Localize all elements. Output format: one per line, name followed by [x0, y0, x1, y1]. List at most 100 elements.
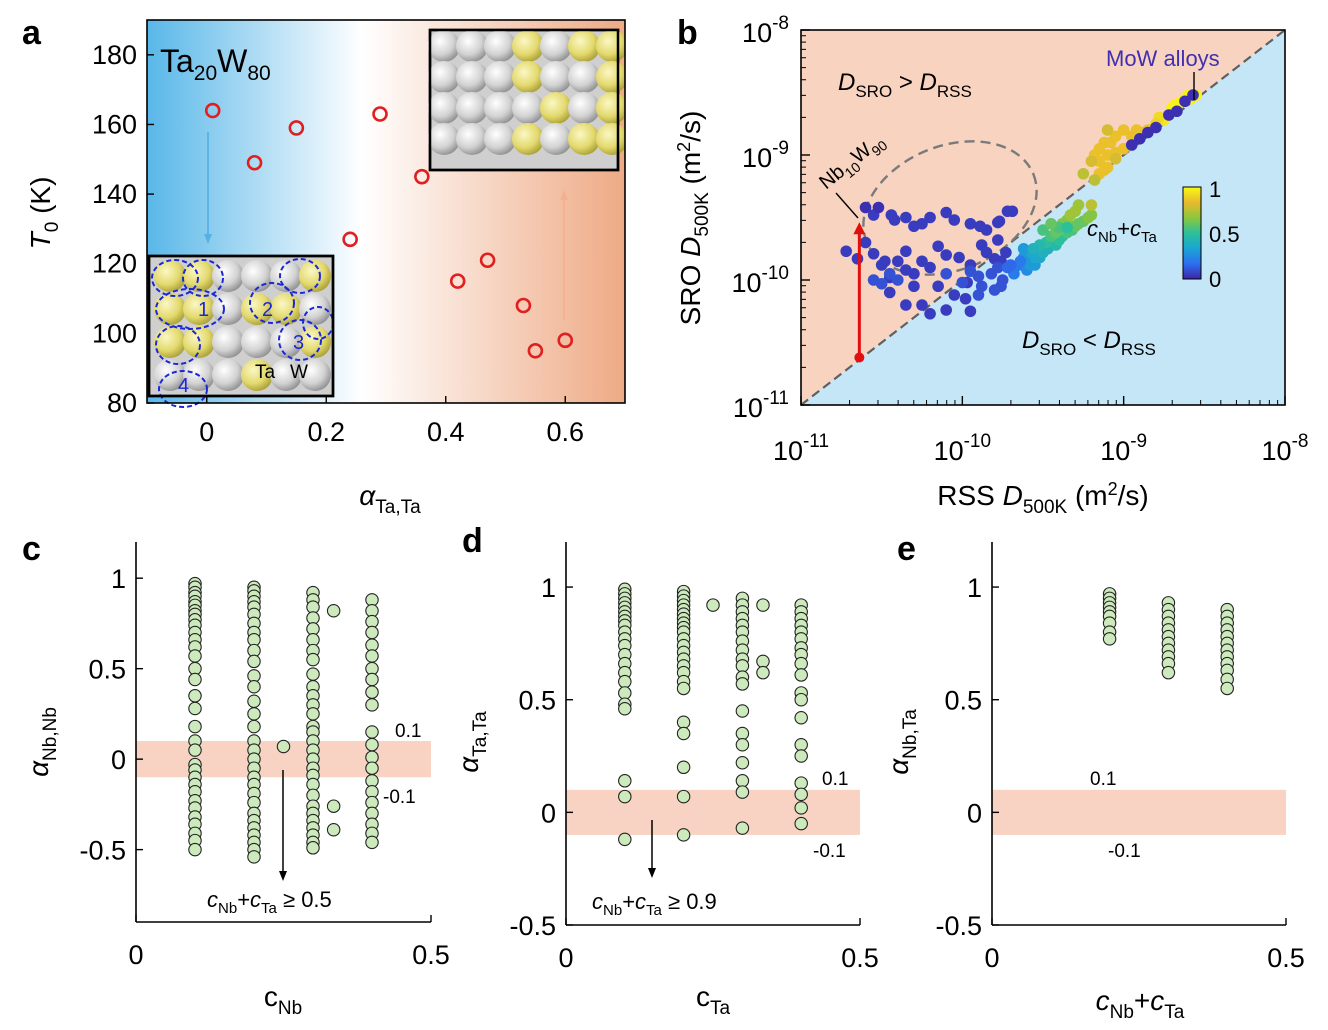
panel-a-ytick-label: 160	[92, 109, 137, 139]
panel-a-point	[479, 252, 496, 269]
panel-a-tick-labels: 0 0.2 0.4 0.6 80 100 120 140 160 180	[92, 40, 584, 447]
panel-b-point	[1045, 217, 1057, 230]
panel-b-point	[908, 280, 920, 293]
inset-atom	[596, 61, 625, 93]
panel-c-point	[306, 707, 320, 721]
panel-b-point	[1101, 161, 1114, 174]
panel-b-point	[1027, 242, 1040, 255]
panel-c-point	[365, 737, 379, 752]
panel-d-point	[794, 656, 808, 671]
panel-b-xtick-label: 10-8	[1262, 431, 1309, 466]
panel-b-point	[867, 247, 880, 260]
panel-c-ytick-label: 1	[111, 564, 126, 594]
panel-e-ytick-label: -0.5	[935, 911, 982, 941]
panel-b-point	[1187, 89, 1199, 101]
inset-atom	[241, 359, 273, 391]
panel-c-point	[365, 761, 379, 775]
panel-d-point	[735, 726, 750, 741]
panel-a-down-arrow-head	[204, 234, 212, 244]
panel-c-band-lower-label: -0.1	[383, 787, 416, 808]
panel-label-b: b	[677, 14, 698, 52]
panel-c-ytick-label: 0	[111, 745, 126, 775]
panel-c-point	[306, 652, 320, 667]
panel-d-ytick-label: 1	[541, 573, 556, 603]
panel-d-band	[566, 789, 860, 835]
panel-b-ylabel: SRO D500K (m2/s)	[674, 111, 713, 326]
panel-b-point	[908, 220, 920, 233]
svg-text:2: 2	[262, 299, 273, 321]
panel-c-point	[365, 835, 379, 850]
panel-b-point	[924, 261, 936, 274]
inset-atom	[512, 92, 544, 124]
panel-b-point	[892, 274, 904, 286]
panel-b-point	[1171, 105, 1183, 118]
inset-atom	[484, 92, 516, 124]
panel-d-point	[794, 710, 808, 725]
panel-e-point	[1161, 665, 1176, 680]
inset-atom	[428, 61, 460, 93]
panel-b-point	[900, 245, 912, 258]
panel-e-xtick-label: 0.5	[1267, 943, 1305, 973]
panel-c-annotation: cNb+cTa ≥ 0.5	[207, 887, 332, 917]
inset-atom	[484, 30, 516, 62]
panel-b-point	[879, 255, 891, 268]
panel-b-point	[1006, 205, 1019, 218]
panel-c-point	[326, 799, 341, 813]
panel-c-point	[326, 604, 341, 618]
panel-a-frame	[146, 19, 626, 404]
panel-b-point	[964, 305, 977, 318]
panel-a: a Ta20W80	[22, 14, 626, 518]
inset-atom	[456, 30, 488, 62]
panel-label-c: c	[22, 530, 41, 568]
panel-a-ytick-label: 80	[107, 388, 137, 418]
colorbar-tick-bottom: 0	[1209, 267, 1221, 292]
inset-atom	[540, 30, 572, 62]
panel-d-point	[756, 654, 770, 669]
panel-d-band-lower-label: -0.1	[813, 841, 846, 862]
panel-c-point	[326, 822, 341, 837]
panel-c-xtick-label: 0	[128, 940, 143, 970]
inset-cluster-outlines	[151, 258, 334, 408]
panel-a-ytick-label: 120	[92, 249, 137, 279]
inset-atom	[241, 326, 273, 358]
inset-atom	[428, 30, 460, 62]
panel-d-ylabel: αTa,Ta	[453, 711, 491, 773]
panel-d-point	[756, 665, 770, 680]
panel-b-point	[1101, 124, 1114, 136]
panel-b-point	[940, 267, 952, 280]
panel-d-point	[735, 704, 750, 718]
panel-c-point	[365, 698, 379, 712]
panel-b-point	[956, 276, 969, 289]
panel-a-ytick-label: 140	[92, 179, 137, 209]
panel-c-point	[306, 667, 320, 681]
panel-c-point	[276, 739, 291, 754]
panel-b-point	[953, 251, 965, 264]
panel-b-point	[1072, 199, 1085, 211]
panel-b-point	[872, 201, 885, 214]
panel-b-point	[992, 261, 1004, 274]
panel-d-point	[794, 692, 808, 707]
svg-text:3: 3	[293, 332, 304, 354]
panel-d-xtick-label: 0.5	[841, 943, 879, 973]
inset-atom	[154, 326, 186, 358]
panel-d-arrow-head	[648, 868, 656, 878]
inset-top-right	[428, 28, 625, 172]
panel-d-point	[794, 776, 808, 790]
panel-b-point	[975, 239, 988, 251]
panel-b-point	[932, 240, 944, 253]
panel-c-point	[365, 685, 379, 699]
panel-c-point	[188, 672, 202, 687]
panel-b-point	[883, 286, 896, 299]
panel-b-point	[900, 299, 912, 311]
panel-d-point	[756, 598, 770, 612]
panel-d-point	[676, 828, 691, 842]
panel-b-point	[972, 289, 985, 301]
panel-e-point	[1102, 632, 1117, 646]
panel-b-point	[916, 299, 928, 311]
panel-a-point	[414, 168, 430, 185]
inset-atom	[270, 293, 302, 325]
panel-a-ytick-label: 100	[92, 318, 137, 348]
inset-atom	[270, 359, 302, 391]
panel-e-ytick-label: 0.5	[944, 686, 982, 716]
